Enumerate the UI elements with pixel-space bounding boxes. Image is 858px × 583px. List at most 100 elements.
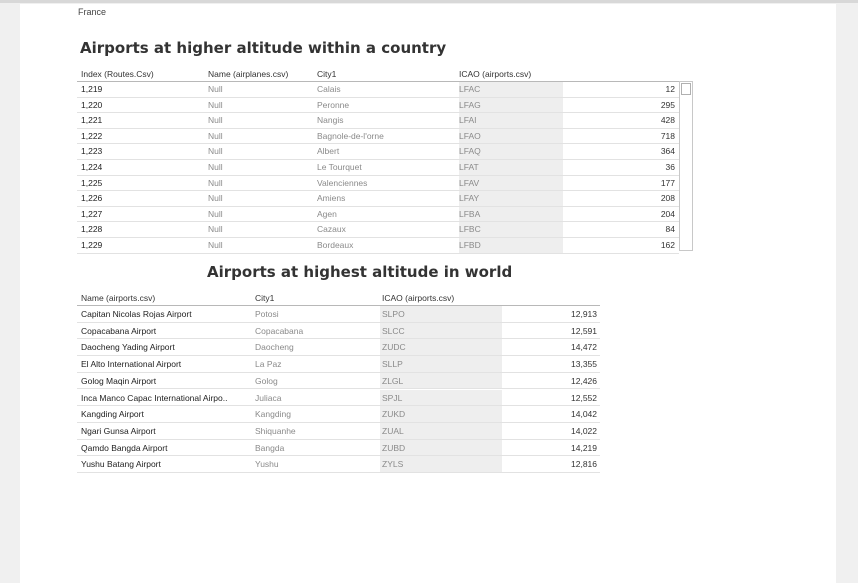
- table2-row-divider: [77, 438, 600, 440]
- table1-cell-city: Peronne: [317, 99, 350, 110]
- table2-cell-altitude: 12,591: [571, 325, 597, 336]
- table2-row[interactable]: Qamdo Bangda Airport Bangda ZUBD 14,219: [77, 439, 600, 457]
- table1-cell-altitude: 428: [660, 115, 675, 126]
- table2-cell-icao: ZUDC: [382, 342, 406, 353]
- table1-cell-index: 1,222: [81, 130, 103, 141]
- table2-row-divider: [77, 371, 600, 373]
- table2-cell-icao: SPJL: [382, 392, 403, 403]
- table1-row-shade: [459, 222, 563, 238]
- table2-row-divider: [77, 471, 600, 473]
- table1-row-divider: [77, 190, 679, 192]
- table1-cell-altitude: 208: [660, 193, 675, 204]
- table2-row-shade: [380, 406, 502, 423]
- table2-cell-altitude: 13,355: [571, 359, 597, 370]
- table1-row-divider: [77, 127, 679, 129]
- table1-cell-icao: LFBC: [459, 224, 481, 235]
- table2-row[interactable]: El Alto International Airport La Paz SLLP 1…: [77, 356, 600, 373]
- table2-row[interactable]: Daocheng Yading Airport Daocheng ZUDC 14,47…: [77, 339, 600, 357]
- table1-row[interactable]: 1,219 Null Calais LFAC 12: [77, 82, 679, 98]
- table2-row[interactable]: Golog Maqin Airport Golog ZLGL 12,426: [77, 372, 600, 390]
- table2-cell-name: El Alto International Airport: [81, 359, 182, 370]
- table1-header-airplane-name[interactable]: Name (airplanes.csv): [208, 69, 289, 79]
- table2-row-divider: [77, 321, 600, 323]
- table2-cell-city: Kangding: [255, 409, 291, 420]
- table2-cell-city: Copacabana: [255, 325, 304, 336]
- table1-cell-icao: LFAQ: [459, 146, 481, 157]
- table1-row-shade: [459, 97, 563, 114]
- table1-row[interactable]: 1,225 Null Valenciennes LFAV 177: [77, 175, 679, 192]
- table2-cell-altitude: 12,552: [571, 392, 597, 403]
- table1-header-city[interactable]: City1: [317, 69, 337, 79]
- table1-cell-icao: LFAI: [459, 115, 477, 126]
- table2-header-icao[interactable]: ICAO (airports.csv): [382, 293, 455, 303]
- table1-row[interactable]: 1,229 Null Bordeaux LFBD 162: [77, 238, 679, 254]
- top-border: [0, 0, 858, 3]
- table1-cell-altitude: 364: [660, 146, 675, 157]
- table2-row-divider: [77, 355, 600, 357]
- table1-cell-city: Valenciennes: [317, 177, 368, 188]
- table2-row[interactable]: Capitan Nicolas Rojas Airport Potosi SLPO 1…: [77, 306, 600, 323]
- table1-cell-city: Amiens: [317, 193, 346, 204]
- table1-cell-city: Calais: [317, 84, 341, 94]
- table1-cell-altitude: 12: [665, 84, 675, 94]
- table2-row-divider: [77, 455, 600, 457]
- table1-cell-icao: LFAO: [459, 130, 481, 141]
- table2-cell-icao: SLPO: [382, 309, 405, 319]
- table1-row[interactable]: 1,227 Null Agen LFBA 204: [77, 206, 679, 223]
- table2-cell-name: Inca Manco Capac International Airpo..: [81, 392, 228, 403]
- table1-cell-airplane-name: Null: [208, 208, 223, 219]
- table1-cell-icao: LFAY: [459, 193, 480, 204]
- table2-header-city[interactable]: City1: [255, 293, 275, 303]
- table2-row-divider: [77, 421, 600, 423]
- table2-header-name[interactable]: Name (airports.csv): [81, 293, 156, 303]
- right-gutter: [836, 3, 858, 583]
- table2-title: Airports at highest altitude in world: [207, 263, 513, 281]
- table1-cell-altitude: 36: [665, 162, 675, 172]
- table1-cell-airplane-name: Null: [208, 162, 223, 172]
- table2-cell-name: Capitan Nicolas Rojas Airport: [81, 309, 192, 319]
- table1-cell-airplane-name: Null: [208, 240, 223, 250]
- table2-row[interactable]: Copacabana Airport Copacabana SLCC 12,591: [77, 322, 600, 340]
- country-filter-label[interactable]: France: [78, 7, 107, 17]
- table2-cell-icao: ZLGL: [382, 375, 404, 386]
- table1-cell-altitude: 162: [660, 240, 675, 250]
- table1-cell-icao: LFBD: [459, 240, 481, 250]
- table1-cell-airplane-name: Null: [208, 130, 223, 141]
- table2-row[interactable]: Yushu Batang Airport Yushu ZYLS 12,816: [77, 456, 600, 473]
- table2-row[interactable]: Ngari Gunsa Airport Shiquanhe ZUAL 14,022: [77, 422, 600, 440]
- table2-cell-altitude: 14,472: [571, 342, 597, 353]
- table1-cell-airplane-name: Null: [208, 193, 223, 204]
- table1-row-divider: [77, 236, 679, 238]
- table1-row-shade: [459, 238, 563, 254]
- table1-header-index[interactable]: Index (Routes.Csv): [81, 69, 154, 79]
- table2-cell-icao: ZUAL: [382, 425, 404, 436]
- table1-cell-index: 1,223: [81, 146, 103, 157]
- table1-row[interactable]: 1,228 Null Cazaux LFBC 84: [77, 222, 679, 238]
- table1-cell-index: 1,225: [81, 177, 103, 188]
- table2-row[interactable]: Kangding Airport Kangding ZUKD 14,042: [77, 406, 600, 423]
- table1-row-divider: [77, 174, 679, 176]
- table1-row[interactable]: 1,224 Null Le Tourquet LFAT 36: [77, 160, 679, 176]
- table1-row[interactable]: 1,226 Null Amiens LFAY 208: [77, 191, 679, 207]
- table1-row-shade: [459, 160, 563, 176]
- table1-row-shade: [459, 206, 563, 223]
- table1-scrollbar[interactable]: [679, 81, 693, 251]
- table1-title: Airports at higher altitude within a cou…: [80, 39, 447, 57]
- table2-cell-icao: SLCC: [382, 325, 405, 336]
- table1-cell-index: 1,224: [81, 162, 103, 172]
- table2-row[interactable]: Inca Manco Capac International Airpo.. Ju…: [77, 389, 600, 407]
- table1-row[interactable]: 1,220 Null Peronne LFAG 295: [77, 97, 679, 114]
- table1-row[interactable]: 1,222 Null Bagnole-de-l'orne LFAO 718: [77, 128, 679, 145]
- table1-row-divider: [77, 143, 679, 145]
- table1-row[interactable]: 1,221 Null Nangis LFAI 428: [77, 113, 679, 129]
- table1-cell-airplane-name: Null: [208, 115, 223, 126]
- table1-header-icao[interactable]: ICAO (airports.csv): [459, 69, 532, 79]
- table1-row-shade: [459, 128, 563, 145]
- table1-row[interactable]: 1,223 Null Albert LFAQ 364: [77, 144, 679, 160]
- table1-scroll-thumb[interactable]: [681, 83, 691, 95]
- table1-cell-city: Agen: [317, 208, 337, 219]
- table1-cell-index: 1,219: [81, 84, 103, 94]
- table2-cell-altitude: 14,219: [571, 442, 597, 453]
- table1-row-shade: [459, 82, 563, 98]
- table2-cell-icao: ZYLS: [382, 459, 404, 470]
